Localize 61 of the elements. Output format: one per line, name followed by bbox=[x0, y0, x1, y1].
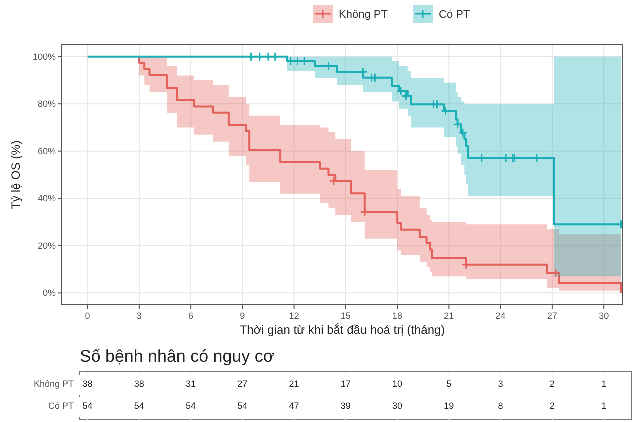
y-tick-label: 20% bbox=[38, 240, 56, 251]
data-label: 27 bbox=[238, 379, 248, 389]
point bbox=[358, 67, 368, 77]
data-label: 31 bbox=[186, 379, 196, 389]
point bbox=[270, 52, 280, 62]
point bbox=[255, 52, 265, 62]
legend-label: Không PT bbox=[339, 9, 388, 21]
data-label: 19 bbox=[444, 401, 454, 411]
data-label: 21 bbox=[289, 379, 300, 389]
data-label: 5 bbox=[446, 379, 452, 389]
y-tick-label: 0% bbox=[42, 288, 56, 298]
y-tick-label: Không PT bbox=[34, 379, 74, 389]
point bbox=[329, 176, 339, 186]
data-label: 3 bbox=[498, 379, 504, 389]
point bbox=[551, 268, 561, 278]
point bbox=[286, 56, 296, 66]
x-tick-label: 18 bbox=[392, 311, 403, 321]
point bbox=[453, 120, 463, 130]
x-tick-label: 0 bbox=[85, 311, 90, 321]
point bbox=[293, 56, 303, 66]
x-tick-label: 12 bbox=[289, 311, 300, 321]
data-label: 54 bbox=[238, 401, 248, 411]
y-tick-label: 40% bbox=[38, 194, 56, 204]
data-label: 1 bbox=[602, 401, 607, 411]
point bbox=[246, 52, 256, 62]
data-label: 8 bbox=[498, 401, 504, 411]
x-tick-label: 3 bbox=[136, 311, 142, 321]
legend-label: Có PT bbox=[439, 9, 470, 21]
x-tick-label: 9 bbox=[240, 311, 246, 321]
data-label: 47 bbox=[289, 401, 300, 411]
data-label: 38 bbox=[134, 379, 144, 389]
data-label: 38 bbox=[82, 379, 93, 389]
y-tick-label: Có PT bbox=[48, 401, 74, 411]
y-tick-label: 100% bbox=[32, 52, 56, 62]
point bbox=[264, 52, 274, 62]
point bbox=[360, 208, 370, 218]
data-label: 54 bbox=[186, 401, 196, 411]
x-tick-label: 24 bbox=[496, 311, 506, 321]
data-label: 39 bbox=[340, 401, 351, 411]
point bbox=[458, 128, 468, 138]
data-label: 17 bbox=[340, 379, 351, 389]
point bbox=[441, 106, 450, 116]
point bbox=[462, 260, 472, 270]
x-tick-label: 30 bbox=[599, 311, 610, 321]
data-label: 30 bbox=[392, 401, 403, 411]
x-tick-label: 6 bbox=[188, 311, 194, 321]
data-label: 54 bbox=[134, 401, 144, 411]
y-tick-label: 60% bbox=[38, 146, 56, 156]
data-label: 54 bbox=[82, 401, 93, 411]
data-label: 2 bbox=[550, 401, 555, 411]
x-tick-label: 21 bbox=[444, 311, 454, 321]
y-axis-title: Tỷ lệ OS (%) bbox=[9, 140, 23, 210]
y-tick-label: 80% bbox=[38, 99, 56, 110]
x-axis-title: Thời gian từ khi bắt đầu hoá trị (tháng) bbox=[240, 323, 446, 337]
x-tick-label: 15 bbox=[340, 311, 351, 321]
chart-title: Số bệnh nhân có nguy cơ bbox=[80, 347, 275, 366]
x-tick-label: 27 bbox=[547, 311, 558, 321]
data-label: 2 bbox=[550, 379, 555, 389]
point bbox=[300, 56, 310, 66]
data-label: 1 bbox=[602, 379, 607, 389]
data-label: 10 bbox=[392, 379, 403, 389]
